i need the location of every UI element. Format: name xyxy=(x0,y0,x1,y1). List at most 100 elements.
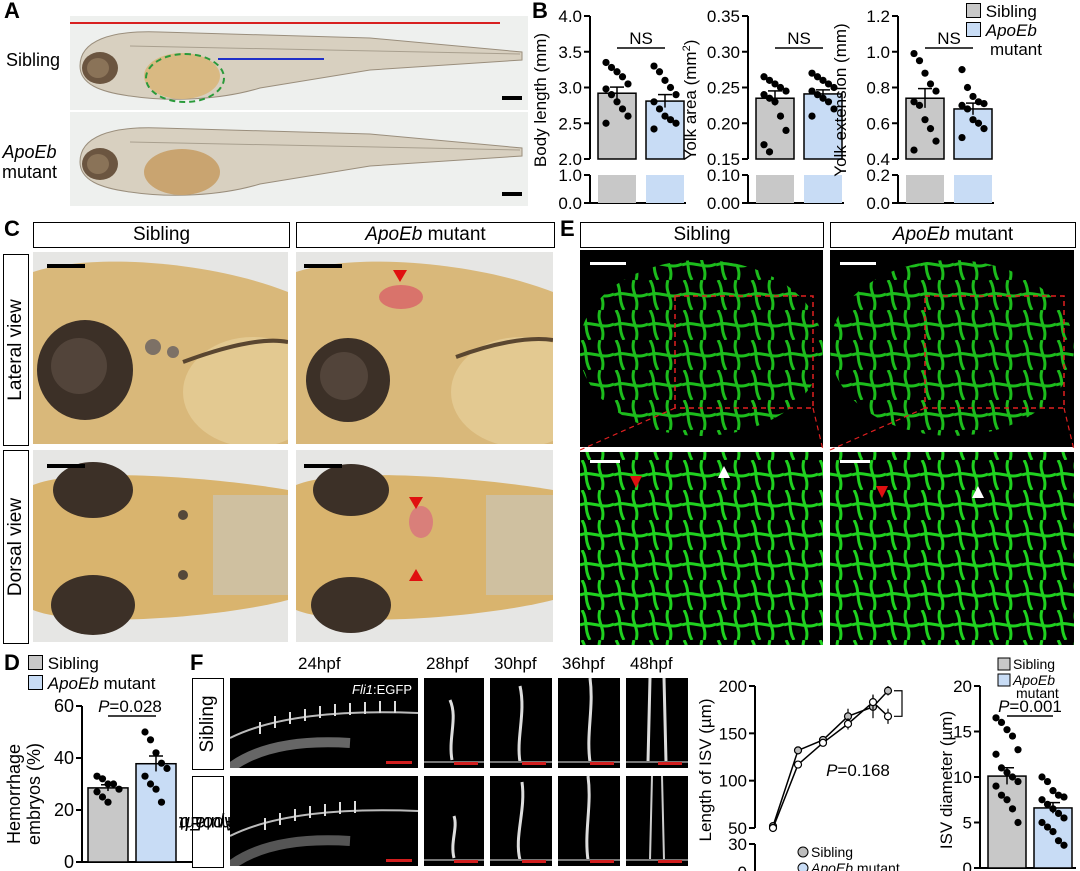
y-tick-label: 2.0 xyxy=(558,150,582,169)
data-point xyxy=(768,823,778,833)
y-tick-label: 50 xyxy=(728,819,747,838)
time-label-48hpf: 48hpf xyxy=(630,654,673,673)
y-tick-label: 40 xyxy=(54,748,74,768)
y-tick-label: 0.20 xyxy=(707,114,740,133)
yolk-outline xyxy=(145,53,225,103)
isv-sibling-28hpf xyxy=(424,678,484,768)
data-point xyxy=(1014,746,1022,754)
isv-sibling-48hpf xyxy=(626,678,688,768)
data-point xyxy=(824,80,833,88)
scale-bar xyxy=(522,762,546,765)
data-point xyxy=(1060,841,1068,849)
y-tick-label: 2.5 xyxy=(558,114,582,133)
red-arrowhead xyxy=(393,270,407,282)
data-point xyxy=(969,92,977,101)
data-point xyxy=(843,719,853,728)
data-point xyxy=(958,133,966,142)
y-tick-label: 0.2 xyxy=(866,166,890,185)
legend-sibling: Sibling xyxy=(985,2,1037,21)
data-point xyxy=(910,49,918,58)
panel-label-f: F xyxy=(190,650,204,675)
data-point xyxy=(1060,793,1068,801)
data-point xyxy=(980,99,988,108)
legend-marker-mutant xyxy=(797,862,809,871)
photo-dorsal-sibling xyxy=(33,450,288,642)
data-point xyxy=(613,68,621,76)
p-number: =0.168 xyxy=(837,761,889,780)
legend-swatch-sibling xyxy=(997,657,1011,671)
scale-bar xyxy=(47,464,85,468)
data-point xyxy=(818,738,828,747)
data-point xyxy=(926,125,935,133)
y-tick-label: 0 xyxy=(738,863,747,871)
data-point xyxy=(921,116,929,124)
legend-swatch-mutant xyxy=(966,22,981,37)
scale-bar xyxy=(454,860,478,863)
data-point xyxy=(963,83,972,92)
data-point xyxy=(1008,732,1017,740)
red-arrowhead xyxy=(409,497,423,509)
p-number: =0.001 xyxy=(1009,697,1061,716)
legend-swatch-mutant xyxy=(997,673,1011,687)
data-point xyxy=(1054,809,1063,817)
time-label-30hpf: 30hpf xyxy=(494,654,537,673)
panel-d-chart: 0 20 40 60 P=0.028 Hemorrhage embryos (%) xyxy=(4,696,192,871)
p-value-label: P=0.001 xyxy=(998,697,1062,716)
data-point xyxy=(146,780,155,788)
data-point xyxy=(776,83,785,92)
y-tick-label: 5 xyxy=(963,814,972,833)
scale-bar xyxy=(304,264,342,268)
header-word: mutant xyxy=(422,224,486,245)
y-tick-label: 0.10 xyxy=(707,166,740,185)
yolk-extension-line xyxy=(218,58,324,60)
y-tick-label: 3.5 xyxy=(558,43,582,62)
isv-mutant-30hpf xyxy=(490,776,552,866)
photo-dorsal-mutant xyxy=(296,450,553,642)
bar xyxy=(803,93,843,160)
data-point xyxy=(969,116,977,124)
legend-swatch-sibling xyxy=(28,655,43,670)
time-label-28hpf: 28hpf xyxy=(426,654,469,673)
p-letter: P xyxy=(98,697,110,716)
bar-lower-segment xyxy=(954,175,992,203)
y-tick-label: 0.25 xyxy=(707,79,740,98)
data-point xyxy=(104,798,112,806)
legend-sibling: Sibling xyxy=(811,844,853,860)
photo-lateral-mutant xyxy=(296,252,553,444)
y-tick-label: 0.00 xyxy=(707,194,740,213)
data-point xyxy=(830,105,838,113)
scale-bar xyxy=(454,762,478,765)
y-axis-label-part: ) xyxy=(681,40,700,46)
data-point xyxy=(997,791,1006,799)
panel-b-charts: 2.0 2.5 3.0 3.5 4.0 0.0 1.0 NS Body length (mm) 0… xyxy=(531,7,994,213)
row-header-f-sibling-text: Sibling xyxy=(197,695,218,753)
isv-sibling-24hpf: Fli1:EGFP xyxy=(230,678,418,768)
bar xyxy=(135,762,177,863)
bar-lower-segment xyxy=(646,175,684,203)
p-number: =0.028 xyxy=(109,697,161,716)
data-point xyxy=(1043,777,1052,786)
isv-mutant-36hpf xyxy=(558,776,620,866)
data-point xyxy=(915,57,924,65)
data-point xyxy=(661,112,669,120)
y-axis-label: Yolk extension (mm) xyxy=(831,23,850,176)
legend-swatch-mutant xyxy=(28,675,43,690)
header-e-mutant: ApoEb mutant xyxy=(830,222,1076,248)
y-axis-label: ISV diameter (µm) xyxy=(937,711,956,849)
data-point xyxy=(765,94,774,102)
data-point xyxy=(883,712,893,721)
fish-photo-sibling xyxy=(70,16,528,110)
time-label-36hpf: 36hpf xyxy=(562,654,605,673)
data-point xyxy=(1003,796,1011,804)
data-point xyxy=(98,775,107,783)
series-line xyxy=(772,690,889,827)
header-e-sibling: Sibling xyxy=(580,222,824,248)
significance-label: NS xyxy=(937,29,961,48)
data-point xyxy=(672,119,680,127)
y-tick-label: 20 xyxy=(953,677,972,696)
isv-mutant-28hpf xyxy=(424,776,484,866)
data-point xyxy=(868,697,878,707)
data-point xyxy=(1049,787,1057,795)
y-tick-label: 0 xyxy=(64,852,74,871)
comparison-bracket xyxy=(894,690,903,717)
